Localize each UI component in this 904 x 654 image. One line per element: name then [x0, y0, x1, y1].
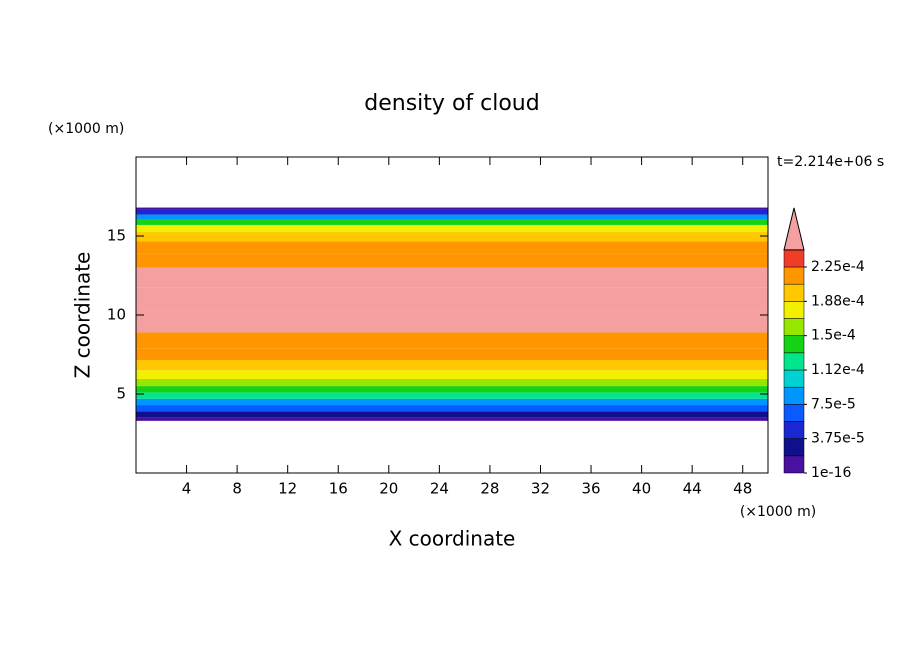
- contour-band: [136, 392, 768, 399]
- x-tick-label: 16: [329, 480, 348, 498]
- x-tick-label: 24: [430, 480, 449, 498]
- y-unit: (×1000 m): [48, 121, 124, 137]
- time-label: t=2.214e+06 s: [777, 154, 884, 170]
- colorbar-segment: [783, 455, 805, 474]
- y-tick-label: 10: [107, 306, 126, 324]
- contour-band: [136, 370, 768, 379]
- colorbar-segment: [783, 301, 805, 319]
- colorbar-tick-label: 1e-16: [811, 465, 851, 481]
- x-tick-label: 48: [733, 480, 752, 498]
- chart-title: density of cloud: [364, 91, 539, 116]
- colorbar-segment: [783, 369, 805, 388]
- contour-band: [136, 224, 768, 233]
- contour-band: [136, 378, 768, 387]
- colorbar-over: [783, 207, 805, 251]
- x-axis-label: X coordinate: [389, 527, 516, 551]
- contour-band: [136, 417, 768, 421]
- y-tick-label: 15: [107, 227, 126, 245]
- colorbar-tick-label: 7.5e-5: [811, 396, 856, 412]
- x-tick-label: 8: [232, 480, 242, 498]
- contour-band: [136, 267, 768, 288]
- colorbar-segment: [783, 404, 805, 422]
- colorbar-segment: [783, 335, 805, 354]
- x-tick-label: 28: [480, 480, 499, 498]
- contour-band: [136, 209, 768, 215]
- contour-band: [136, 219, 768, 225]
- field: [136, 207, 768, 421]
- colorbar-segment: [783, 318, 805, 336]
- contour-band: [136, 386, 768, 393]
- x-tick-label: 20: [379, 480, 398, 498]
- x-unit: (×1000 m): [740, 504, 816, 520]
- colorbar-tick-label: 3.75e-5: [811, 431, 865, 447]
- colorbar-segment: [783, 352, 805, 371]
- contour-band: [136, 232, 768, 242]
- contour-band: [136, 207, 768, 210]
- contour-band: [136, 360, 768, 371]
- colorbar-segment: [783, 438, 805, 457]
- contour-band: [136, 332, 768, 349]
- colorbar-tick-label: 1.12e-4: [811, 362, 865, 378]
- x-tick-label: 4: [182, 480, 192, 498]
- contour-band: [136, 214, 768, 220]
- contour-band: [136, 411, 768, 418]
- colorbar-tick-label: 1.5e-4: [811, 328, 856, 344]
- contour-band: [136, 398, 768, 406]
- x-tick-label: 32: [531, 480, 550, 498]
- colorbar-segment: [783, 266, 805, 285]
- contour-band: [136, 287, 768, 312]
- contour-band: [136, 405, 768, 412]
- colorbar-segment: [783, 283, 805, 302]
- contour-band: [136, 348, 768, 361]
- colorbar-tick-label: 1.88e-4: [811, 293, 865, 309]
- contour-band: [136, 241, 768, 254]
- y-axis-label: Z coordinate: [71, 252, 95, 379]
- x-tick-label: 12: [278, 480, 297, 498]
- contour-band: [136, 311, 768, 333]
- x-tick-label: 36: [581, 480, 600, 498]
- colorbar-tick-label: 2.25e-4: [811, 259, 865, 275]
- colorbar-segment: [783, 249, 805, 268]
- x-tick-label: 40: [632, 480, 651, 498]
- contour-band: [136, 253, 768, 268]
- colorbar-segment: [783, 386, 805, 405]
- x-tick-label: 44: [683, 480, 702, 498]
- colorbar-segment: [783, 421, 805, 439]
- y-tick-label: 5: [116, 385, 126, 403]
